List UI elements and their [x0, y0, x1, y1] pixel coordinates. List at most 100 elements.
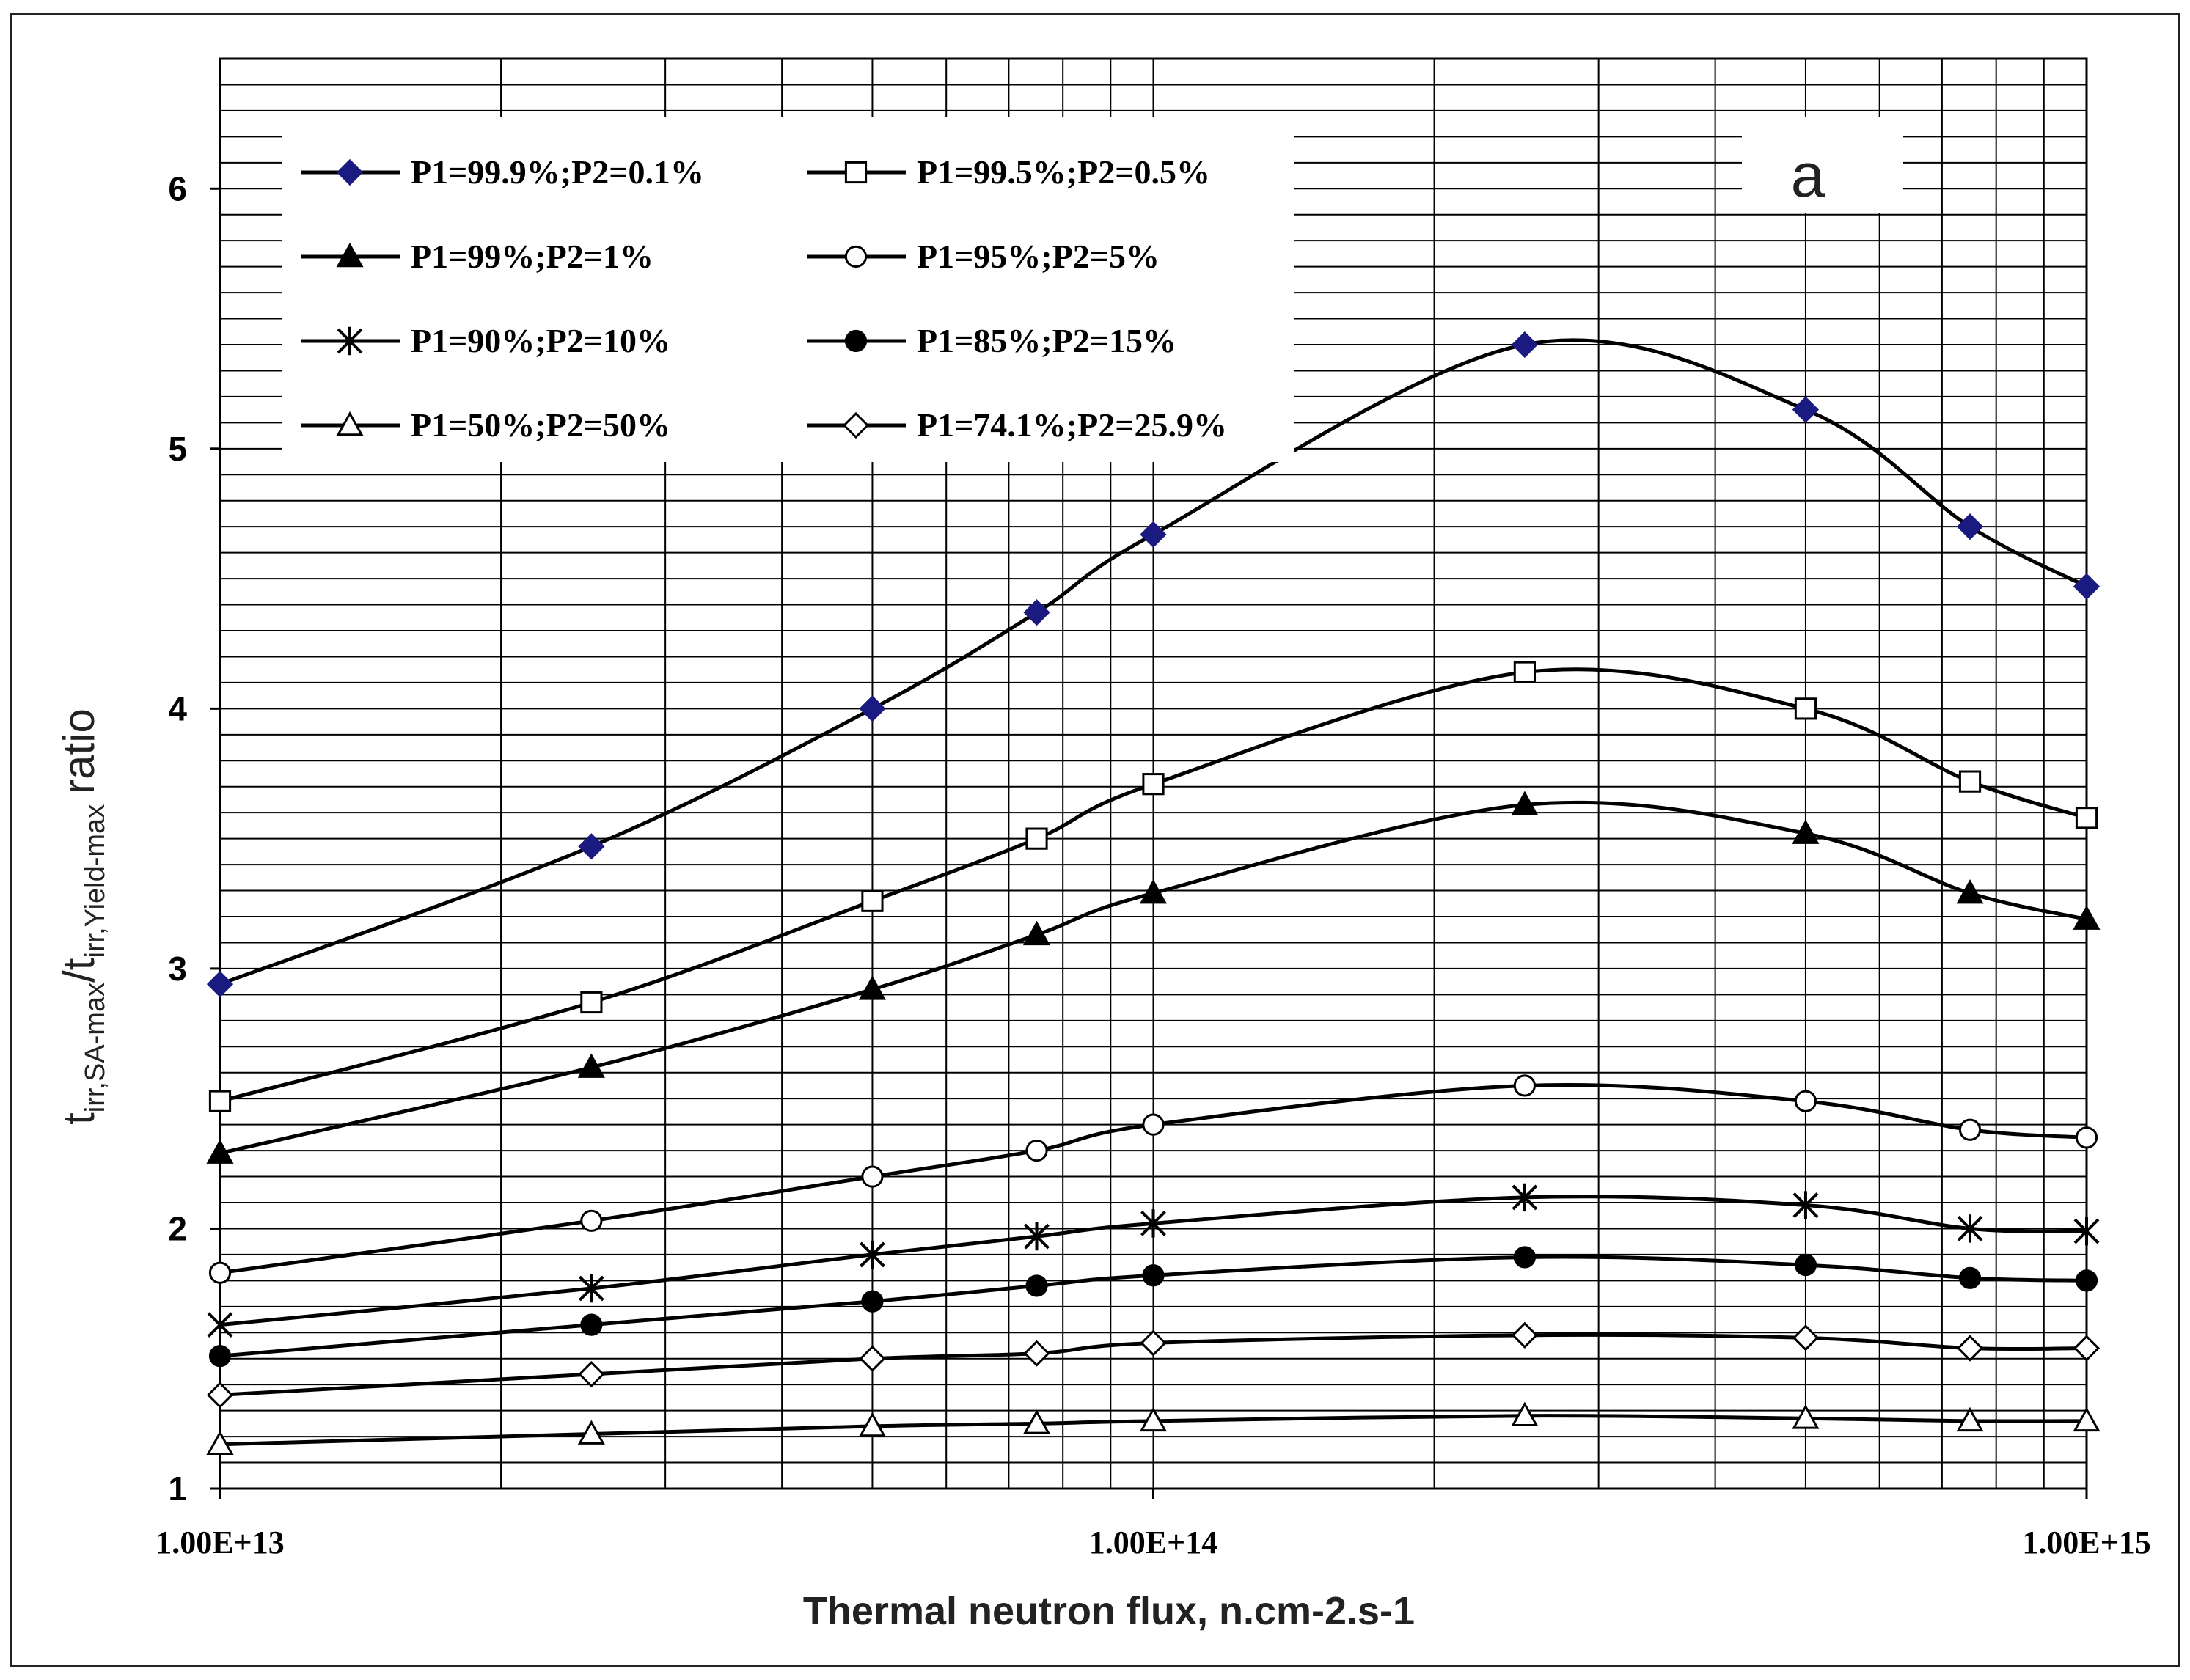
data-point-series-6 [2075, 1269, 2098, 1292]
data-point-series-2 [1958, 770, 1982, 793]
x-tick-label: 1.00E+13 [155, 1525, 284, 1560]
data-point-series-2 [2075, 807, 2098, 829]
data-point-series-4 [580, 1209, 603, 1232]
data-point-series-3 [1511, 791, 1539, 815]
data-point-series-8 [1511, 1321, 1538, 1349]
data-point-series-2 [1142, 773, 1165, 796]
data-point-series-6 [1794, 1253, 1817, 1277]
legend-label: P1=99.9%;P2=0.1% [411, 153, 704, 191]
legend-label: P1=99%;P2=1% [411, 238, 653, 275]
data-point-series-5 [2073, 1217, 2100, 1246]
data-point-series-6 [1142, 1264, 1165, 1287]
data-point-series-1 [1792, 396, 1820, 423]
data-point-series-8 [578, 1360, 605, 1388]
legend-label: P1=99.5%;P2=0.5% [917, 153, 1210, 191]
y-tick-label: 1 [168, 1470, 187, 1508]
data-point-series-3 [577, 1053, 605, 1078]
legend-marker [337, 326, 363, 356]
data-point-series-5 [1024, 1222, 1050, 1251]
legend-item: P1=90%;P2=10% [301, 322, 670, 359]
data-point-series-8 [206, 1382, 234, 1409]
data-point-series-2 [1513, 661, 1536, 683]
data-point-series-8 [1023, 1340, 1050, 1367]
data-point-series-8 [1792, 1324, 1820, 1351]
legend-item: P1=99%;P2=1% [301, 238, 653, 275]
legend-marker [842, 411, 870, 439]
panel-label: a [1791, 141, 1825, 210]
legend-item: P1=99.5%;P2=0.5% [807, 153, 1210, 191]
legend-item: P1=95%;P2=5% [807, 238, 1160, 275]
x-axis-label: Thermal neutron flux, n.cm-2.s-1 [803, 1589, 1415, 1633]
data-point-series-1 [1956, 513, 1984, 540]
legend-marker [336, 242, 364, 268]
data-point-series-1 [1511, 331, 1538, 359]
legend-marker [336, 411, 364, 436]
data-point-series-6 [861, 1290, 884, 1313]
data-point-series-1 [2073, 573, 2101, 600]
data-point-series-4 [1513, 1074, 1536, 1097]
data-point-series-2 [1794, 697, 1817, 720]
data-point-series-8 [2073, 1335, 2101, 1362]
data-point-series-4 [1025, 1139, 1048, 1162]
data-point-series-5 [578, 1274, 604, 1303]
data-point-series-5 [1792, 1191, 1819, 1219]
data-point-series-4 [2075, 1126, 2098, 1149]
series-markers [206, 331, 2101, 1456]
data-point-series-7 [1956, 1406, 1984, 1432]
data-point-series-3 [1956, 879, 1984, 904]
legend-marker [336, 158, 364, 186]
data-point-series-2 [580, 991, 603, 1014]
legend-label: P1=85%;P2=15% [917, 322, 1176, 359]
y-tick-label: 3 [168, 950, 187, 988]
data-point-series-4 [208, 1261, 232, 1284]
data-point-series-8 [1956, 1335, 1984, 1362]
legend: P1=99.9%;P2=0.1% P1=99.5%;P2=0.5% P1=99%;P… [282, 117, 1294, 462]
data-point-series-3 [1022, 920, 1051, 946]
data-point-series-1 [1140, 521, 1167, 548]
data-point-series-7 [1139, 1406, 1168, 1432]
legend-label: P1=95%;P2=5% [917, 238, 1160, 275]
data-point-series-6 [208, 1345, 232, 1368]
legend-item: P1=99.9%;P2=0.1% [301, 153, 704, 191]
legend-label: P1=50%;P2=50% [411, 406, 670, 444]
y-label-sub1: irr,SA-max [80, 983, 111, 1112]
data-point-series-7 [206, 1430, 234, 1456]
y-tick-label: 5 [168, 430, 187, 468]
x-tick-label: 1.00E+15 [2022, 1525, 2150, 1560]
data-point-series-7 [1792, 1404, 1820, 1429]
data-point-series-6 [580, 1313, 603, 1336]
data-point-series-3 [1792, 819, 1820, 844]
data-point-series-8 [1140, 1329, 1167, 1357]
data-point-series-7 [1022, 1409, 1051, 1434]
data-point-series-6 [1025, 1274, 1048, 1297]
data-point-series-1 [578, 833, 605, 860]
data-point-series-2 [208, 1090, 232, 1112]
x-tick-label: 1.00E+14 [1089, 1525, 1217, 1560]
legend-item: P1=50%;P2=50% [301, 406, 670, 444]
y-tick-label: 4 [168, 689, 187, 727]
data-point-series-2 [861, 889, 884, 912]
data-point-series-2 [1025, 827, 1048, 850]
data-point-series-5 [1512, 1183, 1538, 1212]
data-point-series-7 [577, 1420, 605, 1445]
data-point-series-8 [859, 1345, 886, 1372]
legend-marker [844, 329, 868, 353]
data-point-series-7 [858, 1412, 886, 1437]
panel-label-background [1742, 117, 1903, 213]
data-point-series-3 [858, 975, 886, 1000]
data-point-series-4 [1958, 1118, 1982, 1141]
data-point-series-6 [1958, 1266, 1982, 1289]
y-label-slash: / [54, 970, 103, 983]
data-point-series-5 [207, 1310, 233, 1339]
data-point-series-1 [859, 695, 886, 722]
data-point-series-7 [2073, 1406, 2101, 1432]
legend-label: P1=74.1%;P2=25.9% [917, 406, 1227, 444]
data-point-series-3 [2073, 905, 2101, 930]
y-tick-label: 6 [168, 169, 187, 208]
data-point-series-4 [861, 1165, 884, 1188]
y-label-t1: t [54, 1112, 103, 1125]
legend-background [282, 117, 1294, 462]
panel-label-box: a [1742, 117, 1903, 213]
data-point-series-4 [1794, 1090, 1817, 1112]
